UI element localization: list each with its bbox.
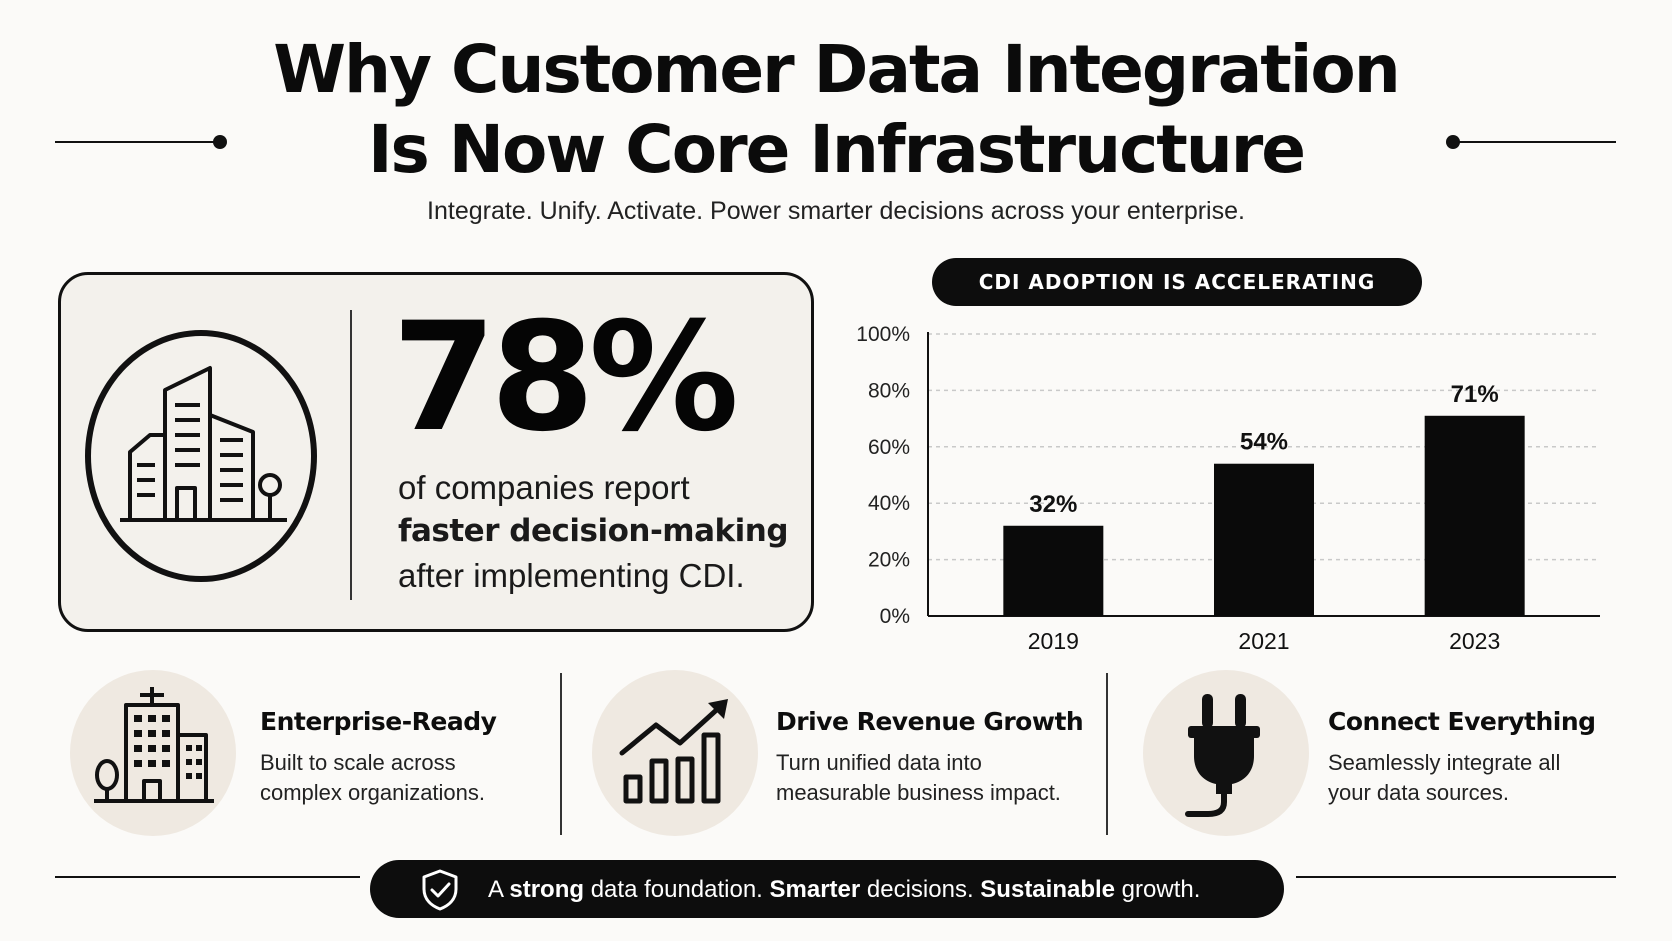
footer-text-3: decisions. [860,876,981,903]
stat-icon-ring [85,330,317,582]
y-tick-label: 60% [868,436,910,459]
y-tick-label: 100% [856,323,910,346]
feature-3-desc-2: your data sources. [1328,780,1509,805]
footer-text-1: A [488,876,510,903]
stat-text-line-3: after implementing CDI. [398,557,745,594]
adoption-bar-chart: 0% 20% 40% 60% 80% 100% 32% 2019 54% 2021 71% 2023 [856,323,1600,654]
feature-2-desc-2: measurable business impact. [776,780,1061,805]
title-rule-left [55,141,220,143]
plug-icon [1185,694,1260,817]
bar [1424,415,1525,616]
growth-chart-icon [619,699,728,804]
footer-bold-3: Sustainable [980,876,1116,903]
feature-2-title: Drive Revenue Growth [776,707,1084,736]
footer-rule-left [55,876,360,878]
y-tick-label: 40% [868,492,910,515]
footer-text-4: growth. [1115,876,1201,903]
bar [1214,463,1314,616]
page-title: Why Customer Data Integration Is Now Cor… [0,30,1672,190]
stat-divider [350,310,352,600]
stat-text-line-2: faster decision-making [398,513,789,549]
subtitle: Integrate. Unify. Activate. Power smarte… [427,197,1245,225]
feature-3-desc-1: Seamlessly integrate all [1328,750,1561,775]
office-building-icon [94,687,214,803]
footer-bold-1: strong [509,876,585,903]
y-tick-label: 0% [880,605,910,628]
footer-banner [370,860,1284,918]
x-tick-label: 2023 [1449,628,1500,654]
feature-separator-2 [1106,673,1108,835]
feature-1-title: Enterprise-Ready [260,707,497,736]
feature-1-desc-1: Built to scale across [260,750,456,775]
y-tick-label: 80% [868,379,910,402]
x-tick-label: 2019 [1028,628,1079,654]
shield-check-icon [422,869,458,911]
footer-text-2: data foundation. [584,876,770,903]
city-buildings-icon [120,366,287,522]
y-tick-label: 20% [868,549,910,572]
footer-bold-2: Smarter [769,876,861,903]
title-line-2: Is Now Core Infrastructure [367,111,1306,188]
stat-text-line-1: of companies report [398,469,690,506]
stat-number: 78% [392,291,739,465]
bar-value-label: 71% [1451,381,1499,408]
title-line-1: Why Customer Data Integration [273,31,1401,108]
footer-rule-right [1296,876,1616,878]
bar-value-label: 32% [1029,491,1077,518]
feature-2-desc-1: Turn unified data into [776,750,982,775]
bar-value-label: 54% [1240,429,1288,456]
feature-1-desc-2: complex organizations. [260,780,486,805]
feature-3-title: Connect Everything [1328,707,1596,736]
title-dot-left [213,135,227,149]
x-tick-label: 2021 [1238,628,1289,654]
feature-separator-1 [560,673,562,835]
chart-heading: CDI ADOPTION IS ACCELERATING [932,258,1422,306]
title-rule-right [1452,141,1616,143]
bar [1003,525,1104,616]
footer-tagline: A strong data foundation. Smarter decisi… [488,876,1200,904]
